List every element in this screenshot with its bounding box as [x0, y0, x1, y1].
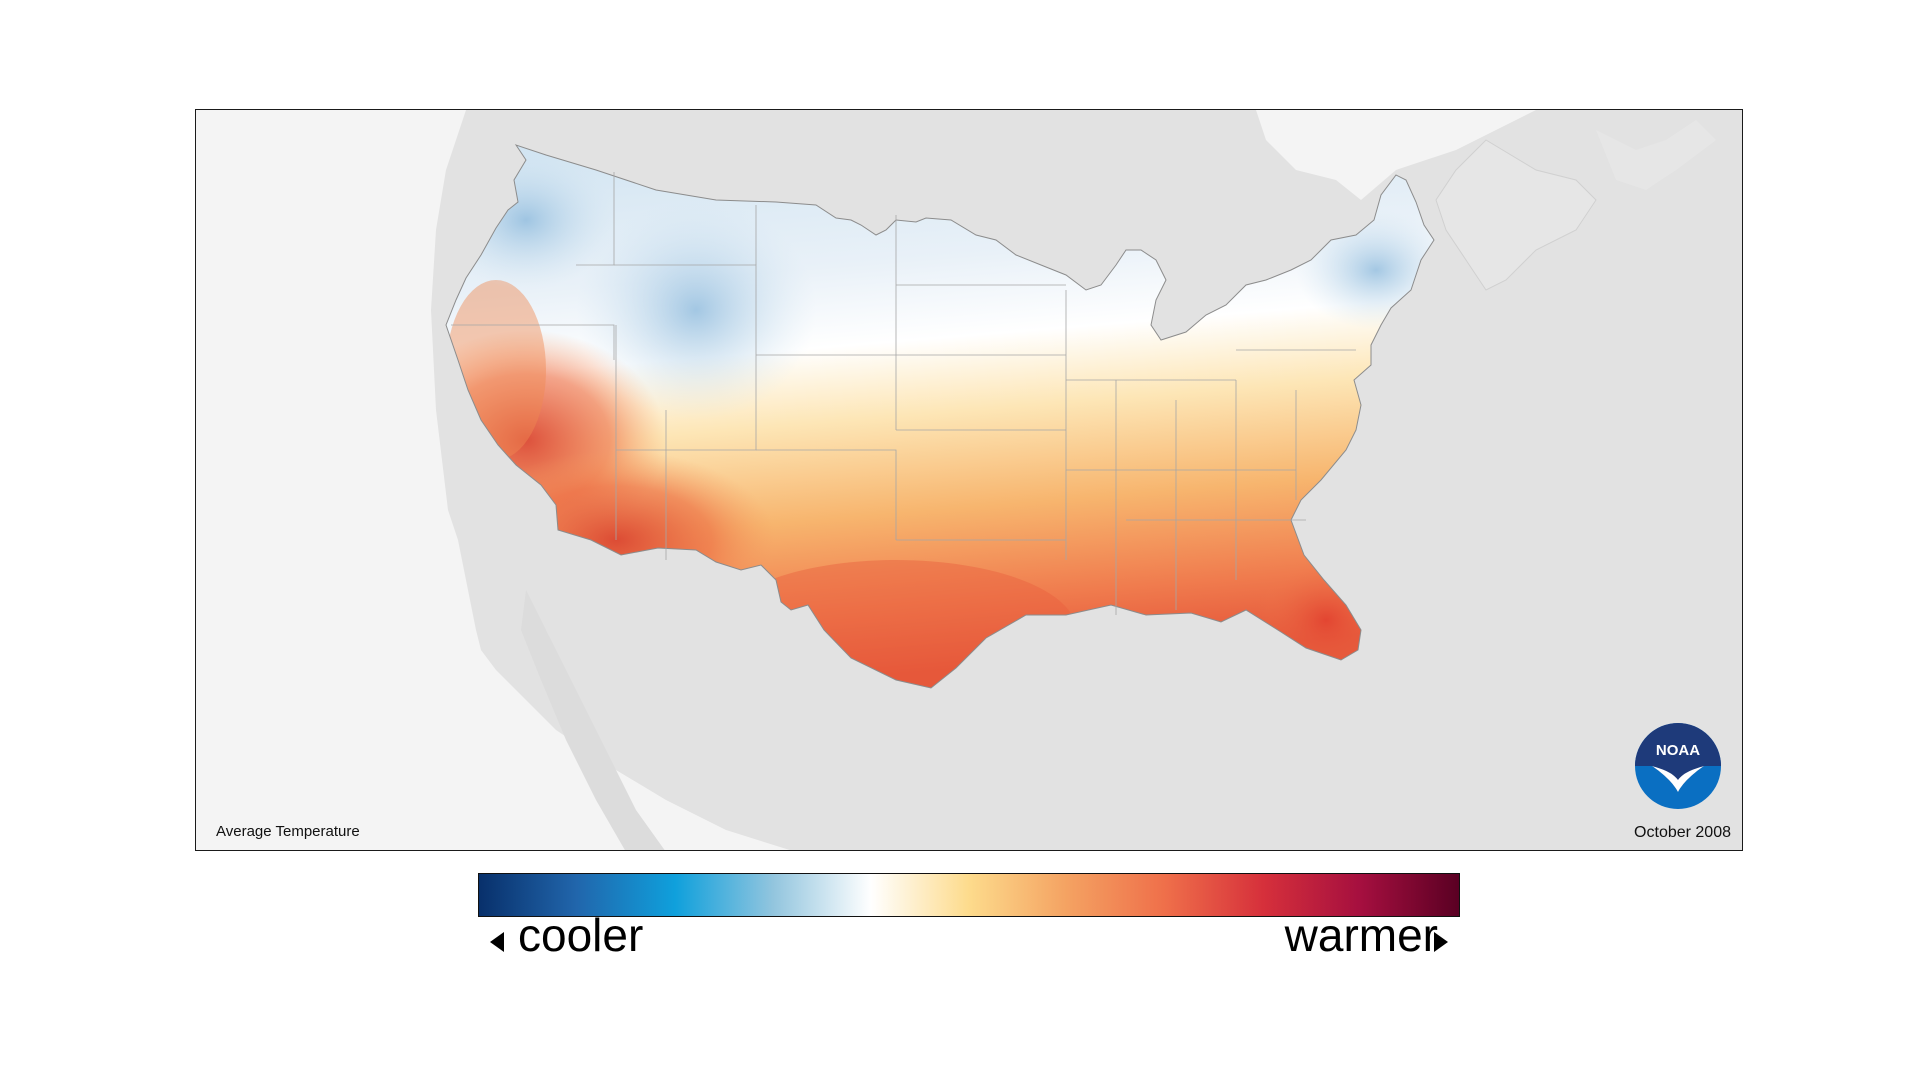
- map-panel: NOAA Average Temperature October 2008: [195, 109, 1743, 851]
- color-scale-bar: [478, 873, 1460, 917]
- arrow-left-icon: [490, 932, 504, 952]
- arrow-right-icon: [1434, 932, 1448, 952]
- state-borders: [451, 172, 1356, 615]
- map-date: October 2008: [1634, 824, 1731, 841]
- map-title: Average Temperature: [216, 823, 360, 840]
- temperature-map: [431, 110, 1742, 850]
- warmer-label: warmer: [1284, 909, 1438, 961]
- cooler-label: cooler: [518, 909, 644, 961]
- noaa-logo: NOAA: [1634, 722, 1722, 810]
- noaa-logo-text: NOAA: [1656, 742, 1700, 759]
